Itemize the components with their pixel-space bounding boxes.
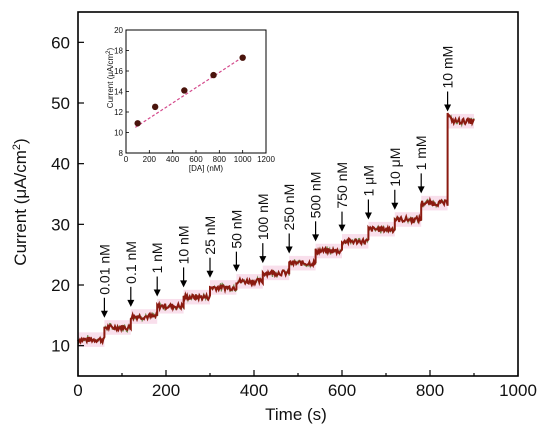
inset-data-point <box>134 120 141 127</box>
annotation-label: 1 mM <box>413 135 429 170</box>
annotation-label: 1 nM <box>149 242 165 273</box>
main-y-ticks: 10 20 30 40 50 60 <box>51 33 84 356</box>
inset-y-tick-label: 14 <box>114 88 123 97</box>
inset-x-tick-label: 0 <box>124 155 129 164</box>
inset-chart: 0 200 400 600 800 1000 1200 8 10 12 14 16 18 20 [DA]… <box>106 26 275 173</box>
inset-y-tick-label: 20 <box>114 26 123 35</box>
y-tick-label: 30 <box>51 215 70 234</box>
annotation-label: 0.01 nM <box>96 244 112 295</box>
annotation-arrowhead <box>153 289 161 297</box>
inset-y-tick-label: 8 <box>119 149 124 158</box>
y-tick-label: 40 <box>51 155 70 174</box>
inset-x-tick-label: 1200 <box>257 155 275 164</box>
inset-x-ticks: 0 200 400 600 800 1000 1200 <box>124 150 275 164</box>
inset-fit-line <box>135 55 246 128</box>
main-x-ticks: 0 200 400 600 800 1000 <box>73 370 537 400</box>
inset-x-axis-title: [DA] (nM) <box>189 164 224 173</box>
annotation-label: 100 nM <box>255 193 271 240</box>
annotation-arrowhead <box>391 202 399 210</box>
annotation-label: 0.1 nM <box>123 241 139 284</box>
y-axis-title: Current (μA/cm2) <box>11 138 30 265</box>
inset-x-tick-label: 600 <box>189 155 203 164</box>
annotation-arrowhead <box>364 212 372 220</box>
annotation-label: 10 μM <box>387 148 403 187</box>
x-tick-label: 600 <box>328 381 356 400</box>
y-tick-label: 50 <box>51 94 70 113</box>
inset-x-tick-label: 800 <box>213 155 227 164</box>
inset-y-axis-title: Current (μA/cm2) <box>106 47 115 108</box>
annotation-label: 750 nM <box>334 162 350 209</box>
x-axis-title: Time (s) <box>265 405 327 424</box>
x-tick-label: 0 <box>73 381 82 400</box>
inset-data-point <box>181 87 188 94</box>
inset-data-point <box>239 54 246 61</box>
annotation-arrowhead <box>100 310 108 318</box>
annotation-arrowhead <box>338 224 346 232</box>
x-tick-label: 200 <box>152 381 180 400</box>
inset-x-tick-label: 1000 <box>234 155 252 164</box>
annotation-label: 250 nM <box>281 184 297 231</box>
inset-x-tick-label: 400 <box>166 155 180 164</box>
inset-y-tick-label: 16 <box>114 67 123 76</box>
x-tick-label: 800 <box>416 381 444 400</box>
inset-y-tick-label: 12 <box>114 108 123 117</box>
annotation-label: 50 nM <box>228 210 244 249</box>
y-tick-label: 10 <box>51 337 70 356</box>
annotation-label: 25 nM <box>202 216 218 255</box>
annotation-label: 10 mM <box>440 46 456 89</box>
inset-x-tick-label: 200 <box>143 155 157 164</box>
inset-y-ticks: 8 10 12 14 16 18 20 <box>114 26 129 158</box>
inset-data-point <box>210 71 217 79</box>
inset-y-tick-label: 18 <box>114 47 123 56</box>
main-annotations: 0.01 nM 0.1 nM 1 nM 10 nM 25 nM 50 nM 100 nM 25… <box>96 46 456 318</box>
annotation-label: 1 μM <box>360 165 376 196</box>
inset-data-point <box>151 103 159 111</box>
annotation-arrowhead <box>180 280 188 288</box>
y-tick-label: 20 <box>51 276 70 295</box>
inset-y-tick-label: 10 <box>114 129 123 138</box>
annotation-arrowhead <box>285 246 293 254</box>
y-tick-label: 60 <box>51 33 70 52</box>
series-trace <box>77 112 475 346</box>
x-tick-label: 1000 <box>499 381 537 400</box>
annotation-label: 10 nM <box>176 226 192 265</box>
annotation-arrowhead <box>259 256 267 264</box>
annotation-arrowhead <box>232 264 240 272</box>
annotation-label: 500 nM <box>308 172 324 219</box>
annotation-arrowhead <box>312 234 320 242</box>
annotation-arrowhead <box>444 104 452 112</box>
annotation-arrowhead <box>127 299 135 307</box>
inset-points <box>134 54 246 127</box>
x-tick-label: 400 <box>240 381 268 400</box>
annotation-arrowhead <box>206 270 214 278</box>
annotation-arrowhead <box>417 186 425 194</box>
